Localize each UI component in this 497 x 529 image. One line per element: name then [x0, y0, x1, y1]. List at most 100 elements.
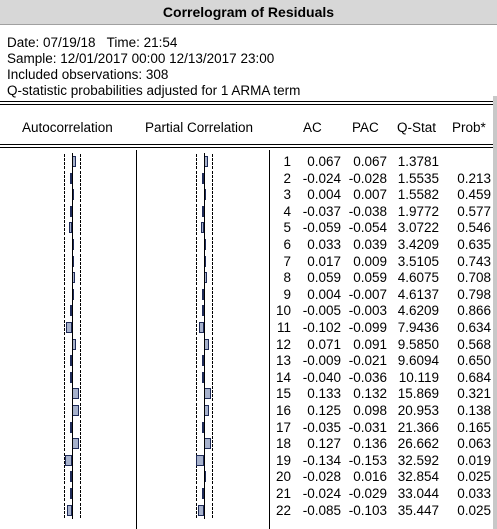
ac-value: 0.071: [307, 336, 341, 352]
table-row: 5 -0.059 -0.054 3.0722 0.546: [0, 219, 497, 237]
confidence-bound-lower: [196, 436, 197, 452]
confidence-bound-lower: [196, 303, 197, 319]
zero-line: [204, 269, 205, 287]
ac-value: 0.004: [307, 286, 341, 302]
qstat-value: 9.6094: [397, 353, 439, 369]
prob-value: 0.684: [457, 369, 491, 385]
zero-line: [204, 153, 205, 170]
window-titlebar: Correlogram of Residuals: [0, 0, 497, 25]
zero-line: [204, 302, 205, 320]
ac-value: 0.127: [307, 436, 341, 452]
lag-cell: 19: [275, 452, 291, 468]
confidence-bound-lower: [64, 170, 65, 186]
header-rule-top: [0, 101, 493, 102]
prob-value: 0.546: [457, 220, 491, 236]
table-row: 16 0.125 0.098 20.953 0.138: [0, 402, 497, 419]
lag-cell: 7: [283, 253, 291, 269]
qstat-value: 26.662: [397, 436, 439, 452]
confidence-bound-upper: [212, 170, 213, 186]
prob-value: 0.866: [457, 303, 491, 319]
zero-line: [204, 451, 205, 469]
table-row: 21 -0.024 -0.029 33.044 0.033: [0, 485, 497, 502]
pac-value: -0.099: [348, 320, 387, 335]
confidence-bound-lower: [196, 270, 197, 286]
ac-value: -0.024: [302, 170, 341, 186]
zero-line: [204, 169, 205, 187]
confidence-bound-lower: [196, 419, 197, 435]
confidence-bound-upper: [80, 286, 81, 302]
qstat-value: 10.119: [398, 369, 439, 385]
lag-cell: 3: [283, 187, 291, 203]
qstat-value: 1.3781: [397, 154, 439, 169]
confidence-bound-lower: [64, 403, 65, 418]
confidence-bound-lower: [196, 237, 197, 252]
header-rule-top-2: [0, 104, 493, 105]
confidence-bound-upper: [212, 253, 213, 269]
pac-value: -0.031: [348, 419, 387, 435]
pac-bar: [202, 305, 204, 317]
pac-value: 0.039: [353, 237, 387, 252]
ac-value: 0.004: [307, 187, 341, 203]
vertical-scrollbar[interactable]: [493, 96, 497, 529]
confidence-bound-upper: [80, 486, 81, 501]
col-pac: PAC: [352, 120, 379, 135]
confidence-bound-lower: [196, 469, 197, 485]
zero-line: [72, 219, 73, 237]
confidence-bound-lower: [196, 369, 197, 385]
lag-cell: 12: [275, 336, 291, 352]
zero-line: [72, 269, 73, 287]
zero-line: [204, 368, 205, 386]
zero-line: [204, 468, 205, 486]
ac-bar: [69, 205, 72, 217]
pac-value: -0.054: [348, 220, 387, 236]
confidence-bound-upper: [80, 336, 81, 352]
lag-cell: 9: [283, 286, 291, 302]
ac-bar: [70, 305, 72, 317]
lag-cell: 1: [283, 154, 291, 169]
pac-bar: [201, 222, 204, 234]
ac-value: -0.134: [302, 452, 341, 468]
pac-value: -0.003: [348, 303, 387, 319]
confidence-bound-lower: [196, 154, 197, 169]
separator-ac-pac: [136, 150, 137, 529]
table-row: 9 0.004 -0.007 4.6137 0.798: [0, 285, 497, 303]
confidence-bound-lower: [64, 303, 65, 319]
confidence-bound-upper: [80, 403, 81, 418]
qstat-value: 32.854: [397, 469, 439, 485]
pac-value: -0.038: [348, 203, 387, 219]
ac-bar: [70, 172, 72, 184]
confidence-bound-upper: [212, 353, 213, 369]
ac-bar: [68, 222, 72, 234]
prob-value: 0.568: [457, 336, 491, 352]
pac-value: 0.091: [353, 336, 387, 352]
confidence-bound-lower: [196, 220, 197, 236]
prob-value: 0.019: [457, 452, 491, 468]
sample-line: Sample: 12/01/2017 00:00 12/13/2017 23:0…: [7, 51, 275, 66]
confidence-bound-upper: [80, 386, 81, 402]
zero-line: [204, 385, 205, 403]
pac-value: -0.028: [348, 170, 387, 186]
lag-cell: 22: [275, 502, 291, 518]
zero-line: [72, 186, 73, 204]
ac-bar: [70, 488, 72, 499]
prob-value: 0.033: [457, 486, 491, 501]
confidence-bound-upper: [212, 469, 213, 485]
confidence-bound-lower: [196, 386, 197, 402]
zero-line: [204, 352, 205, 370]
col-autocorrelation: Autocorrelation: [22, 120, 113, 135]
confidence-bound-upper: [212, 419, 213, 435]
pac-value: 0.059: [353, 270, 387, 286]
table-row: 17 -0.035 -0.031 21.366 0.165: [0, 418, 497, 436]
pac-bar: [198, 322, 204, 333]
zero-line: [72, 368, 73, 386]
confidence-bound-lower: [64, 502, 65, 518]
confidence-bound-lower: [196, 336, 197, 352]
table-row: 3 0.004 0.007 1.5582 0.459: [0, 186, 497, 204]
lag-cell: 15: [275, 386, 291, 402]
confidence-bound-upper: [212, 203, 213, 219]
ac-bar: [66, 322, 72, 333]
confidence-bound-upper: [212, 286, 213, 302]
confidence-bound-lower: [64, 353, 65, 369]
date-line: Date: 07/19/18 Time: 21:54: [7, 35, 178, 50]
lag-cell: 11: [276, 320, 291, 335]
